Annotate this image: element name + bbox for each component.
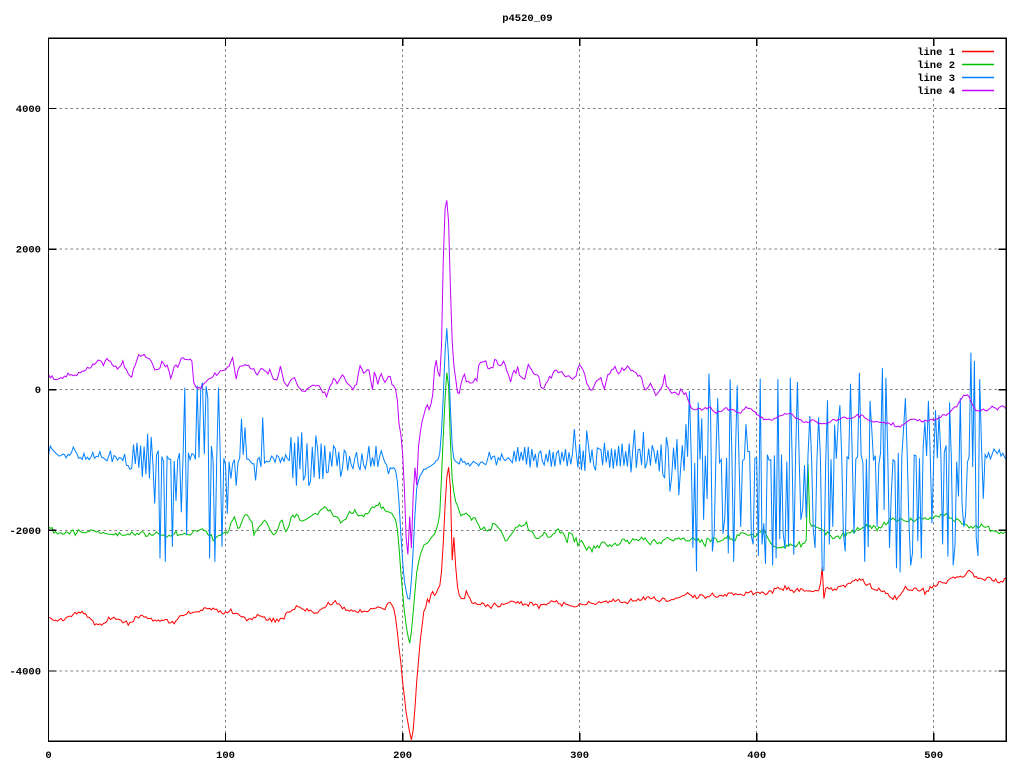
- svg-text:100: 100: [216, 750, 235, 762]
- svg-text:2000: 2000: [16, 245, 41, 257]
- svg-text:line 4: line 4: [917, 86, 955, 98]
- svg-text:-2000: -2000: [9, 526, 41, 538]
- svg-text:p4520_09: p4520_09: [502, 13, 552, 25]
- svg-text:300: 300: [570, 750, 589, 762]
- svg-text:0: 0: [35, 385, 41, 397]
- svg-text:line 2: line 2: [917, 60, 955, 72]
- svg-text:500: 500: [924, 750, 943, 762]
- svg-text:-4000: -4000: [9, 666, 41, 678]
- svg-text:200: 200: [393, 750, 412, 762]
- svg-text:400: 400: [747, 750, 766, 762]
- svg-text:0: 0: [45, 750, 51, 762]
- svg-text:line 1: line 1: [917, 47, 955, 59]
- svg-text:line 3: line 3: [917, 73, 955, 85]
- svg-text:4000: 4000: [16, 104, 41, 116]
